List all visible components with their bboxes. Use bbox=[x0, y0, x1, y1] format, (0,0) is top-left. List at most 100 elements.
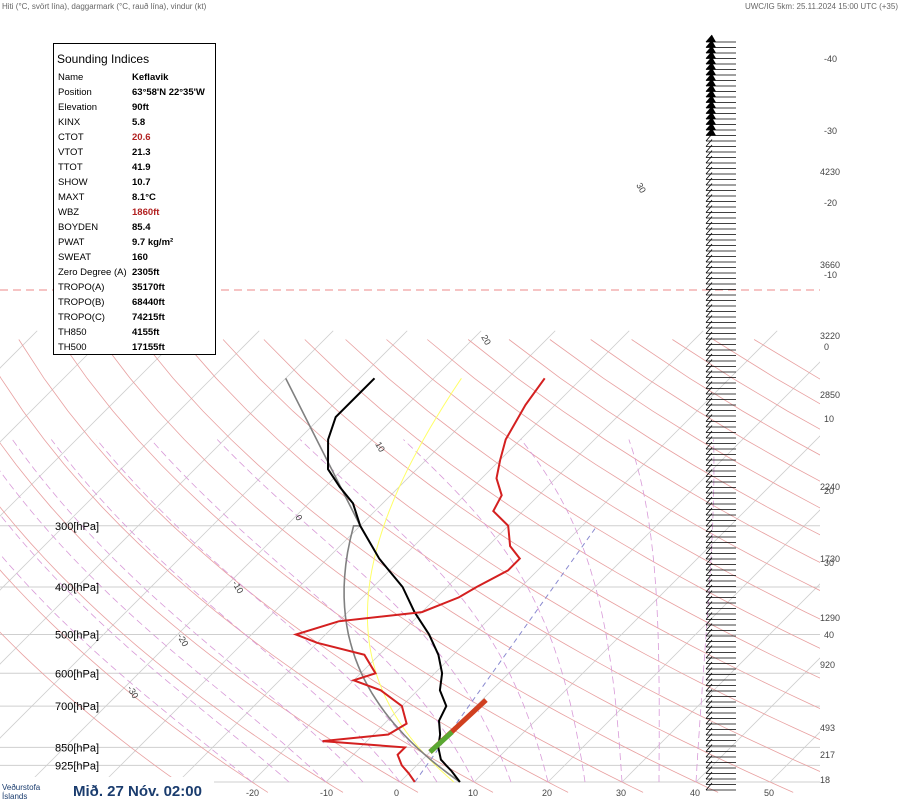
barb-pennant bbox=[706, 106, 716, 114]
barb-flag bbox=[705, 188, 713, 197]
wind-barb bbox=[705, 749, 736, 758]
index-value: 4155ft bbox=[132, 327, 160, 338]
barb-flag bbox=[705, 150, 713, 158]
wind-barb bbox=[705, 606, 736, 615]
barb-flag bbox=[705, 458, 713, 466]
barb-flag bbox=[705, 584, 713, 593]
index-value: 17155ft bbox=[132, 342, 165, 353]
right-temp-label: 10 bbox=[824, 414, 834, 424]
chart-traces bbox=[284, 377, 546, 783]
barb-pennant bbox=[706, 51, 716, 59]
barb-flag bbox=[705, 172, 713, 180]
wind-barb bbox=[705, 348, 736, 356]
index-name: SWEAT bbox=[58, 252, 92, 263]
parcel-curve bbox=[284, 377, 461, 783]
index-value: 8.1°C bbox=[132, 192, 156, 203]
barb-flag bbox=[705, 557, 713, 565]
wind-barb bbox=[705, 579, 736, 587]
dry-adiabat-line bbox=[713, 339, 820, 405]
chart-background-lines bbox=[0, 289, 820, 793]
index-value: 85.4 bbox=[132, 222, 151, 233]
wind-barb bbox=[705, 298, 736, 307]
barb-flag bbox=[705, 436, 713, 444]
wind-barb bbox=[705, 205, 736, 213]
right-height-label: 18 bbox=[820, 775, 830, 785]
barb-flag bbox=[705, 155, 713, 164]
index-value: 9.7 kg/m² bbox=[132, 237, 174, 248]
pressure-label: 700[hPa] bbox=[55, 701, 99, 713]
barb-flag bbox=[705, 177, 713, 186]
barb-flag bbox=[705, 716, 713, 725]
wind-barb bbox=[705, 491, 736, 499]
indices-row: Name Keflavik bbox=[54, 70, 215, 85]
barb-flag bbox=[705, 667, 713, 675]
barb-flag bbox=[705, 645, 713, 653]
wind-barb bbox=[705, 320, 736, 329]
barb-flag bbox=[705, 265, 713, 274]
wind-barb bbox=[705, 458, 736, 466]
barb-flag bbox=[705, 760, 713, 769]
index-name: TH850 bbox=[58, 327, 87, 338]
barb-pennant bbox=[706, 123, 716, 130]
index-value: 21.3 bbox=[132, 147, 151, 158]
right-height-label: 4230 bbox=[820, 167, 840, 177]
pressure-label: 400[hPa] bbox=[55, 582, 99, 594]
isotherm-line bbox=[547, 509, 820, 783]
indices-row: CTOT 20.6 bbox=[54, 130, 215, 145]
barb-flag bbox=[705, 463, 713, 472]
index-value: 1860ft bbox=[132, 207, 160, 218]
barb-flag bbox=[705, 304, 713, 312]
barb-flag bbox=[705, 683, 713, 692]
wind-barb bbox=[705, 771, 736, 780]
x-tick-label: 30 bbox=[616, 788, 626, 798]
wind-barb bbox=[705, 733, 736, 741]
barb-flag bbox=[705, 733, 713, 741]
x-tick-label: 20 bbox=[542, 788, 552, 798]
right-temp-label: 40 bbox=[824, 630, 834, 640]
wind-barb bbox=[705, 337, 736, 345]
indices-row: KINX 5.8 bbox=[54, 115, 215, 130]
dewpoint-curve bbox=[292, 377, 546, 783]
barb-flag bbox=[705, 271, 713, 279]
barb-flag bbox=[705, 678, 713, 686]
dry-adiabat-line bbox=[427, 339, 820, 591]
barb-pennant bbox=[706, 90, 716, 97]
barb-flag bbox=[705, 540, 713, 549]
barb-flag bbox=[705, 419, 713, 428]
wind-barb bbox=[705, 260, 736, 268]
barb-flag bbox=[705, 749, 713, 758]
index-name: BOYDEN bbox=[58, 222, 99, 233]
pressure-label: 850[hPa] bbox=[55, 742, 99, 754]
right-height-label: 3660 bbox=[820, 260, 840, 270]
barb-flag bbox=[705, 474, 713, 483]
wind-barb bbox=[705, 194, 736, 202]
barb-pennant bbox=[706, 84, 716, 92]
index-value: 10.7 bbox=[132, 177, 151, 188]
barb-flag bbox=[705, 430, 713, 439]
x-tick-label: 40 bbox=[690, 788, 700, 798]
index-name: TROPO(C) bbox=[58, 312, 105, 323]
index-value: 20.6 bbox=[132, 132, 151, 143]
wind-barb bbox=[705, 612, 736, 620]
barb-flag bbox=[705, 441, 713, 450]
index-name: TROPO(B) bbox=[58, 297, 105, 308]
wind-barb bbox=[705, 672, 736, 681]
barb-flag bbox=[705, 782, 713, 791]
indices-row: SWEAT 160 bbox=[54, 250, 215, 265]
wind-barb bbox=[705, 254, 736, 263]
barb-flag bbox=[705, 777, 713, 785]
right-temp-label: -20 bbox=[824, 198, 837, 208]
right-temp-label: -10 bbox=[824, 270, 837, 280]
index-name: Name bbox=[58, 72, 84, 83]
barb-flag bbox=[705, 320, 713, 329]
wind-barb bbox=[705, 221, 736, 230]
wind-barb bbox=[705, 513, 736, 521]
moist-adiabat-line bbox=[403, 439, 586, 783]
dry-adiabat-line bbox=[631, 339, 820, 456]
indices-row: Position 63°58'N 22°35'W bbox=[54, 85, 215, 100]
wind-barb bbox=[705, 276, 736, 285]
barb-flag bbox=[705, 727, 713, 736]
barb-flag bbox=[705, 359, 713, 367]
right-height-label: 217 bbox=[820, 750, 835, 760]
footer-bar: Veðurstofa Íslands Mið. 27 Nóv. 02:00 bbox=[0, 777, 214, 808]
